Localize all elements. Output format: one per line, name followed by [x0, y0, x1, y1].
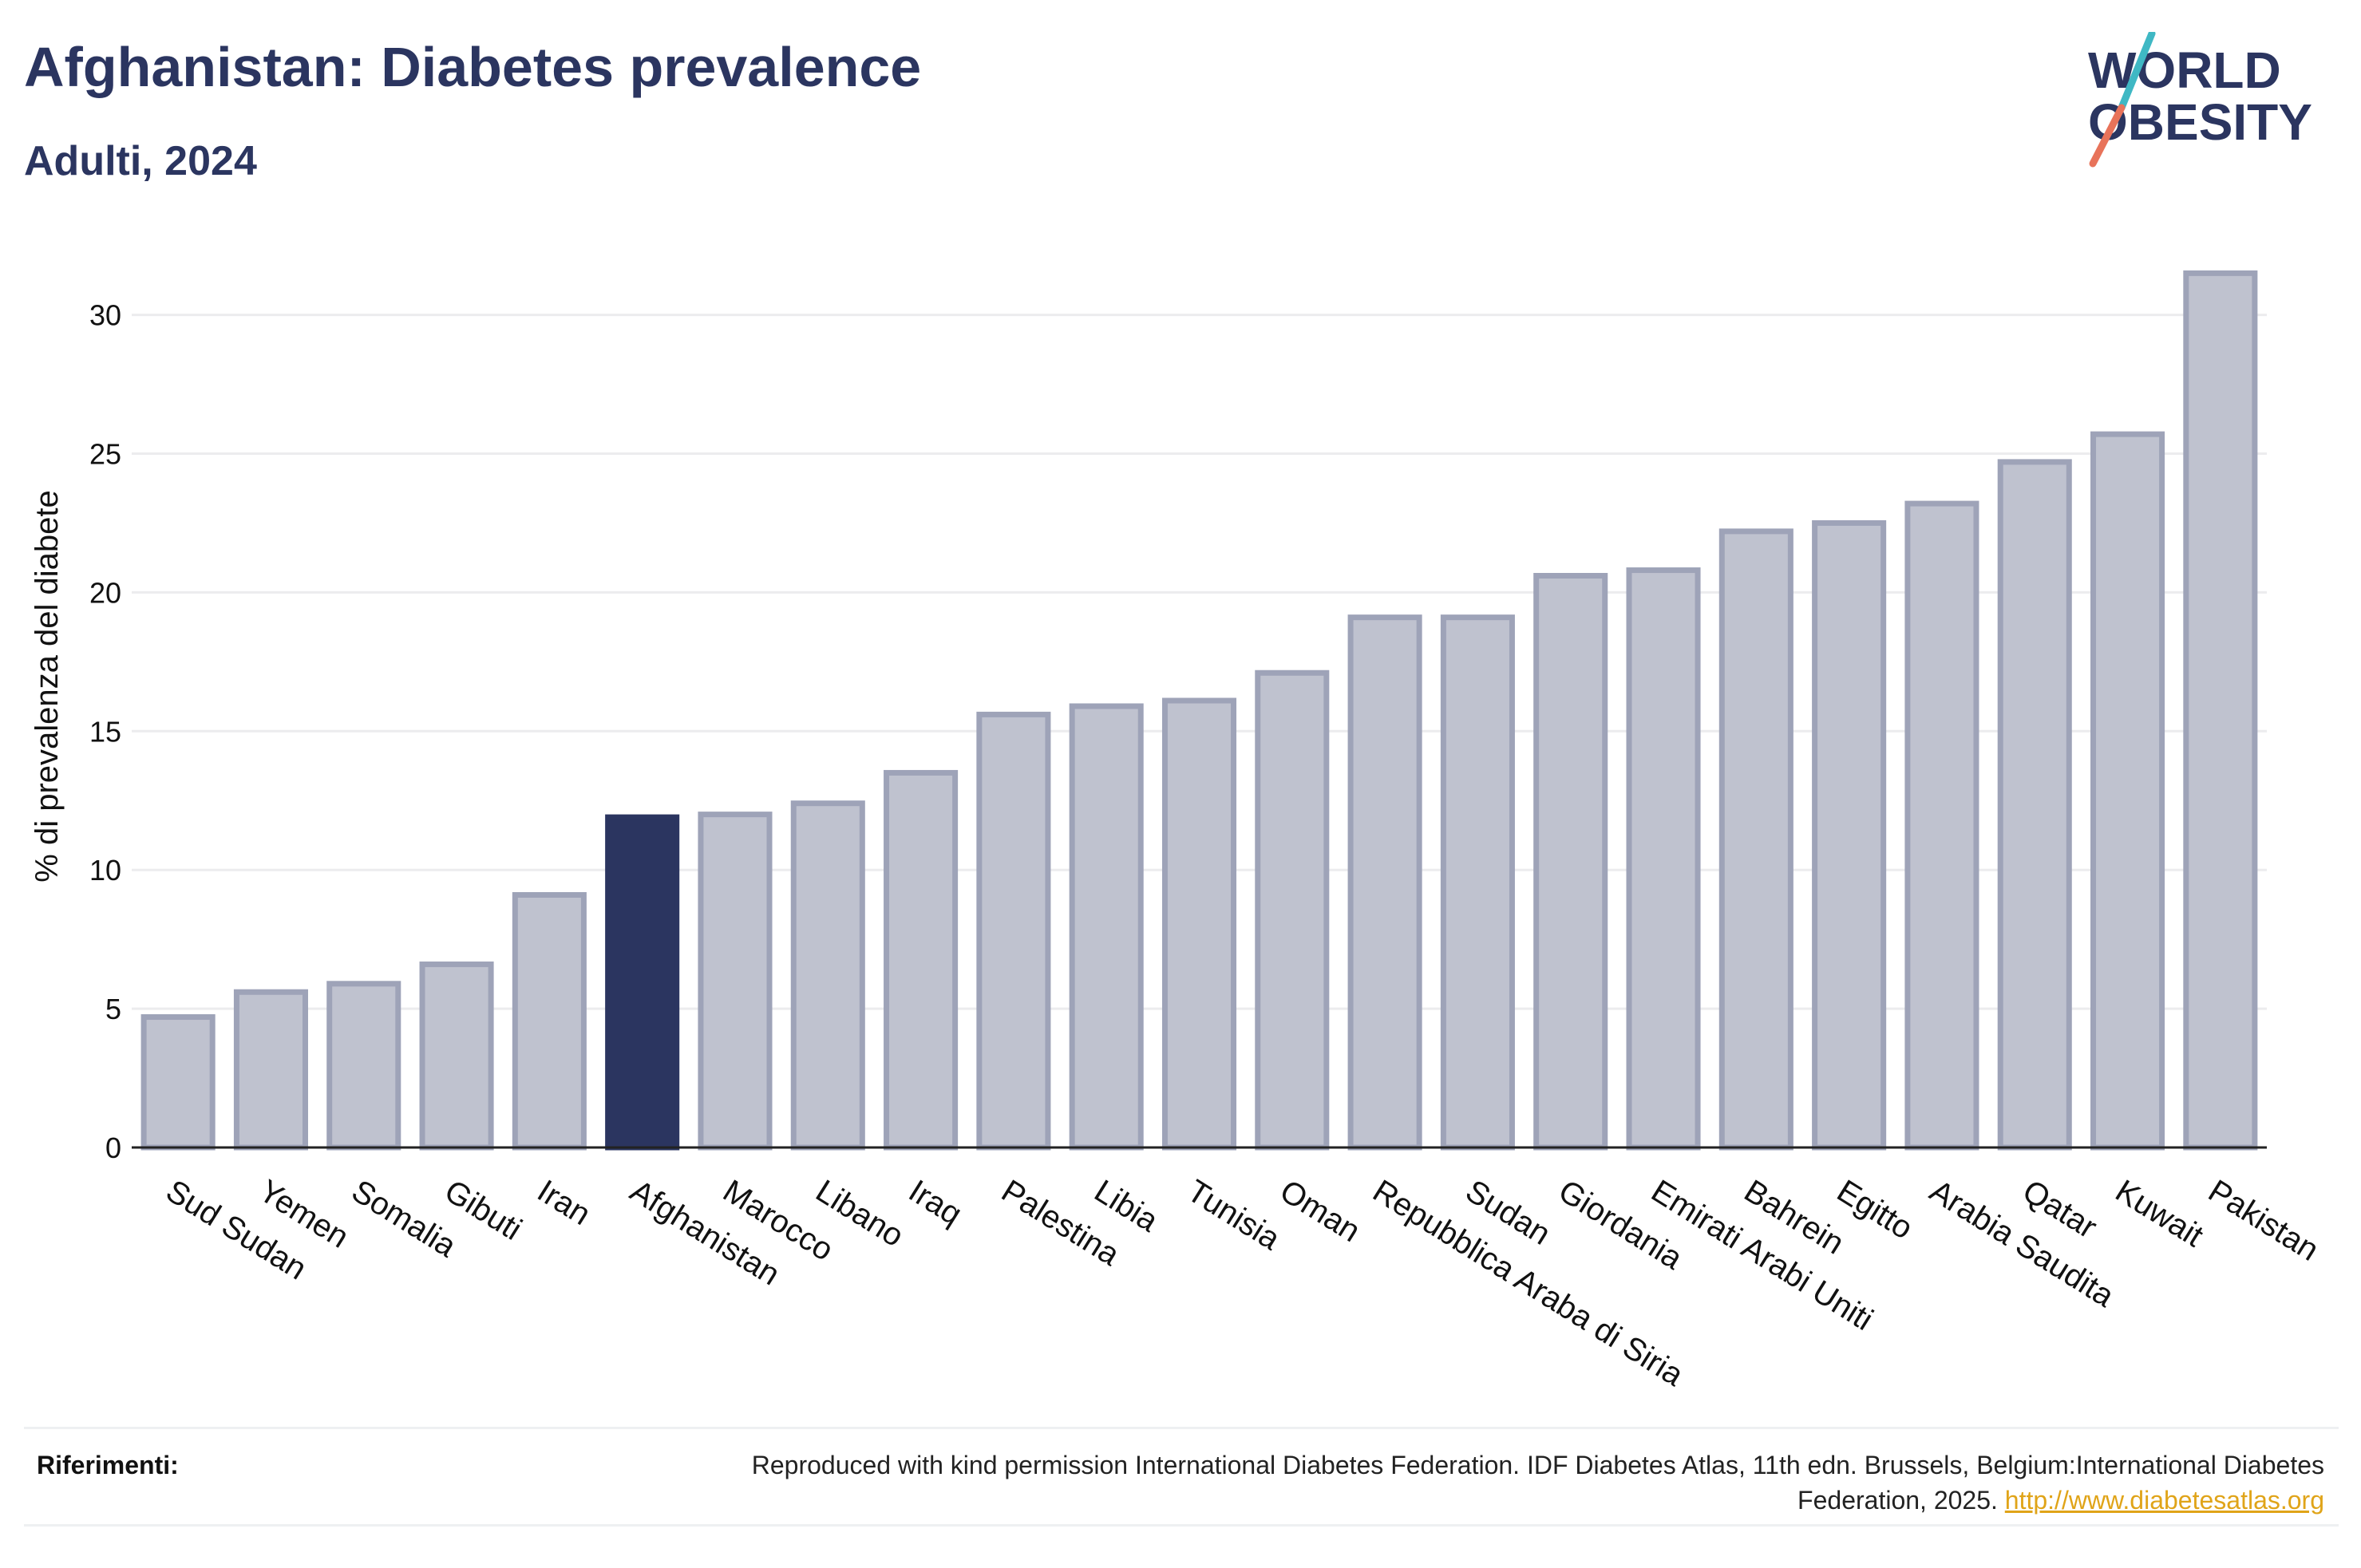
- logo-line-1: WORLD: [2088, 41, 2281, 99]
- bar-bahrein: [1718, 528, 1793, 1151]
- x-tick-label: Oman: [1274, 1173, 1366, 1249]
- world-obesity-logo: WORLD OBESITY: [2088, 32, 2312, 168]
- bar-iraq: [884, 769, 959, 1151]
- y-tick-label: 5: [105, 993, 121, 1025]
- bar-repubblica-araba-di-siria: [1347, 614, 1422, 1151]
- logo-slash-bottom: [2089, 104, 2126, 168]
- y-axis-label: % di prevalenza del diabete: [30, 490, 65, 882]
- y-tick-label: 10: [89, 854, 121, 887]
- references-bottom-divider: [24, 1524, 2339, 1527]
- y-tick-label: 25: [89, 437, 121, 470]
- bar-layer: [140, 270, 2258, 1151]
- bar-marocco: [698, 812, 773, 1151]
- x-tick-label: Pakistan: [2202, 1173, 2324, 1268]
- bar-arabia-saudita: [1904, 500, 1979, 1151]
- bar-pakistan: [2183, 270, 2258, 1151]
- chart-subtitle: Adulti, 2024: [24, 138, 257, 184]
- bar-qatar: [1997, 459, 2072, 1151]
- chart-title: Afghanistan: Diabetes prevalence: [24, 36, 922, 98]
- references-text: Reproduced with kind permission Internat…: [751, 1451, 2324, 1515]
- y-tick-label: 15: [89, 715, 121, 748]
- logo-slash-top: [2118, 32, 2156, 112]
- x-tick-label: Kuwait: [2110, 1173, 2209, 1254]
- x-tick-label: Somalia: [346, 1173, 463, 1264]
- bar-oman: [1255, 669, 1330, 1151]
- bar-kuwait: [2090, 431, 2165, 1151]
- bar-tunisia: [1161, 697, 1237, 1151]
- references-link[interactable]: http://www.diabetesatlas.org: [2004, 1486, 2324, 1515]
- bar-sud-sudan: [140, 1014, 216, 1151]
- references-top-divider: [24, 1427, 2339, 1429]
- y-tick-label: 20: [89, 576, 121, 609]
- bar-afghanistan: [605, 814, 680, 1151]
- bar-giordania: [1533, 573, 1608, 1151]
- bar-yemen: [233, 989, 308, 1151]
- bar-palestina: [976, 711, 1051, 1151]
- bar-somalia: [326, 981, 401, 1151]
- bar-gibuti: [419, 961, 494, 1151]
- bar-libano: [790, 800, 865, 1151]
- x-tick-label: Tunisia: [1181, 1173, 1287, 1257]
- y-tick-label: 0: [105, 1132, 121, 1164]
- bar-egitto: [1812, 519, 1887, 1151]
- bar-libia: [1069, 703, 1144, 1151]
- bar-iran: [512, 891, 587, 1151]
- x-tick-label: Iran: [532, 1173, 597, 1232]
- bar-sudan: [1440, 614, 1515, 1151]
- references-text-block: Reproduced with kind permission Internat…: [648, 1448, 2324, 1518]
- x-tick-label: Iraq: [903, 1173, 968, 1232]
- references-label: Riferimenti:: [37, 1451, 179, 1479]
- bar-emirati-arabi-uniti: [1626, 567, 1701, 1151]
- y-tick-label: 30: [89, 299, 121, 332]
